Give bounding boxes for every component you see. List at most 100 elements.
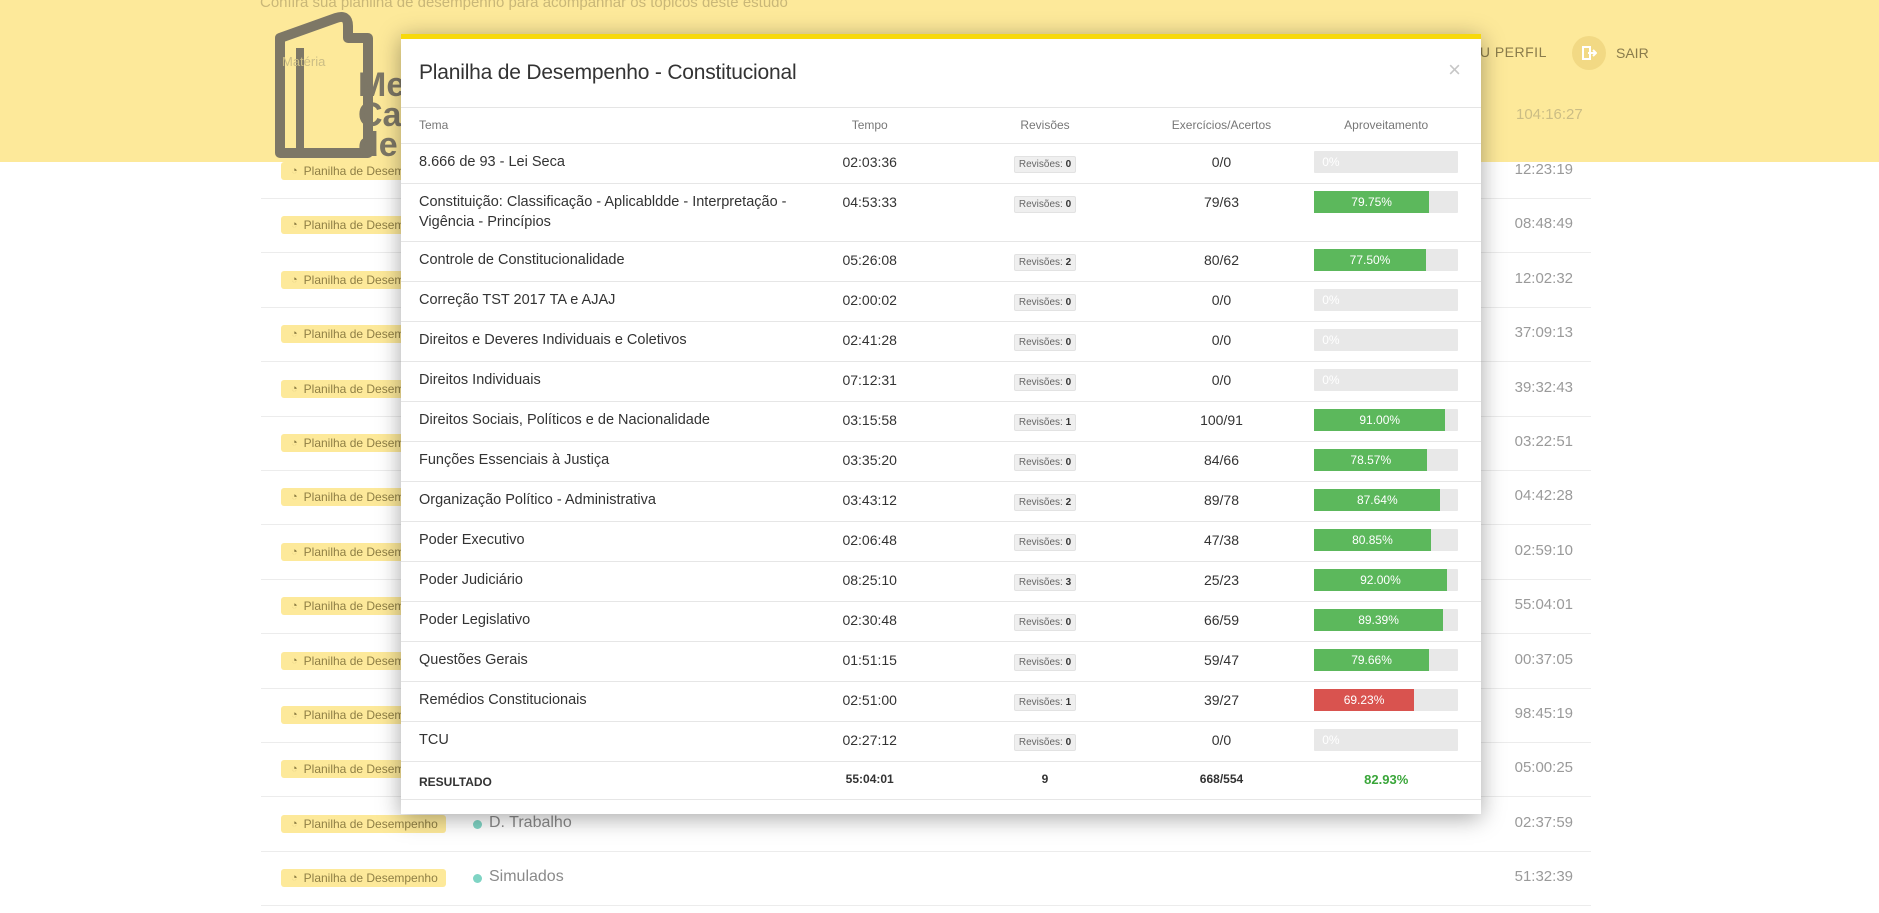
tema-cell: 8.666 de 93 - Lei Seca	[401, 143, 801, 184]
tempo-cell: 02:03:36	[800, 143, 939, 184]
revisoes-badge: Revisões: 1	[1013, 414, 1077, 431]
revisoes-count: 0	[1065, 537, 1072, 548]
revisoes-prefix: Revisões:	[1018, 417, 1063, 428]
subject-time: 12:23:19	[1514, 161, 1573, 178]
aproveitamento-cell: 91.00%	[1291, 401, 1481, 442]
table-row: Funções Essenciais à Justiça 03:35:20 Revi…	[401, 441, 1481, 482]
progress-bar-fill	[1314, 191, 1430, 213]
progress-bar: 89.39%	[1314, 609, 1459, 631]
table-header-row: Tema Tempo Revisões Exercícios/Acertos A…	[401, 107, 1481, 144]
subject-time: 02:59:10	[1514, 541, 1573, 559]
table-row: Direitos Sociais, Políticos e de Naciona…	[401, 401, 1481, 442]
progress-bar: 0%	[1314, 729, 1459, 751]
revisoes-badge: Revisões: 0	[1013, 454, 1077, 471]
revisoes-cell: Revisões: 0	[938, 521, 1152, 562]
close-icon[interactable]: ×	[1448, 57, 1461, 82]
revisoes-prefix: Revisões:	[1018, 577, 1063, 588]
list-item[interactable]: ◔ Planilha de Desempenho D. Trabalho 02:37:…	[261, 797, 1591, 852]
dashboard-icon: ◔	[291, 600, 298, 613]
revisoes-cell: Revisões: 1	[938, 401, 1152, 442]
tempo-cell: 02:00:02	[800, 281, 939, 322]
progress-bar: 79.66%	[1314, 649, 1459, 671]
revisoes-cell: Revisões: 2	[938, 481, 1152, 522]
subject-time: 51:32:39	[1514, 868, 1573, 886]
progress-bar-label: 0%	[1322, 733, 1340, 747]
subject-time: 03:22:51	[1514, 433, 1573, 450]
dashboard-icon: ◔	[291, 654, 298, 667]
subject-time: 98:45:19	[1514, 705, 1573, 722]
tema-cell: Organização Político - Administrativa	[401, 481, 801, 522]
subject-time: 55:04:01	[1514, 596, 1573, 614]
progress-bar: 78.57%	[1314, 449, 1459, 471]
total-tempo: 55:04:01	[800, 761, 939, 800]
revisoes-prefix: Revisões:	[1018, 199, 1063, 210]
header-aproveitamento: Aproveitamento	[1291, 107, 1481, 144]
exercicios-cell: 100/91	[1151, 401, 1292, 442]
tempo-cell: 04:53:33	[800, 183, 939, 242]
tempo-cell: 05:26:08	[800, 241, 939, 282]
revisoes-count: 0	[1065, 377, 1072, 388]
dashboard-icon: ◔	[291, 437, 298, 449]
planilha-badge[interactable]: ◔ Planilha de Desempenho	[281, 814, 446, 833]
revisoes-badge: Revisões: 0	[1013, 156, 1077, 173]
progress-bar: 92.00%	[1314, 569, 1459, 591]
aproveitamento-cell: 92.00%	[1291, 561, 1481, 602]
list-item[interactable]: ◔ Planilha de Desempenho Simulados 51:32:39	[261, 851, 1591, 907]
revisoes-cell: Revisões: 0	[938, 321, 1152, 362]
progress-bar-label: 0%	[1322, 373, 1340, 387]
exercicios-cell: 66/59	[1151, 601, 1292, 642]
tema-cell: Controle de Constitucionalidade	[401, 241, 801, 282]
planilha-badge-label: Planilha de Desempenho	[303, 816, 438, 831]
revisoes-prefix: Revisões:	[1018, 537, 1063, 548]
subject-time: 37:09:13	[1514, 324, 1573, 342]
revisoes-cell: Revisões: 0	[938, 441, 1152, 482]
table-row: Poder Executivo 02:06:48 Revisões: 0 47/38 8…	[401, 521, 1481, 562]
progress-bar: 91.00%	[1314, 409, 1459, 431]
tema-cell: Poder Judiciário	[401, 561, 801, 602]
tempo-cell: 02:06:48	[800, 521, 939, 562]
revisoes-cell: Revisões: 0	[938, 281, 1152, 322]
tema-cell: TCU	[401, 721, 801, 762]
nav-sair-link[interactable]: SAIR	[1572, 36, 1649, 70]
revisoes-badge: Revisões: 0	[1013, 734, 1077, 751]
tempo-cell: 07:12:31	[800, 361, 939, 402]
table-row: Poder Judiciário 08:25:10 Revisões: 3 25/23…	[401, 561, 1481, 602]
modal-header: Planilha de Desempenho - Constitucional …	[401, 39, 1481, 108]
exercicios-cell: 59/47	[1151, 641, 1292, 682]
revisoes-prefix: Revisões:	[1018, 737, 1063, 748]
exercicios-cell: 47/38	[1151, 521, 1292, 562]
sair-label: SAIR	[1616, 45, 1649, 61]
exercicios-cell: 0/0	[1151, 281, 1292, 322]
revisoes-count: 0	[1065, 199, 1072, 210]
progress-bar: 0%	[1314, 369, 1459, 391]
progress-bar-label: 91.00%	[1359, 413, 1401, 427]
table-row: Direitos e Deveres Individuais e Coletiv…	[401, 321, 1481, 362]
progress-bar-fill	[1314, 609, 1443, 631]
revisoes-count: 0	[1065, 617, 1072, 628]
revisoes-cell: Revisões: 0	[938, 143, 1152, 184]
subject-name: D. Trabalho	[489, 813, 572, 831]
nav-perfil-link[interactable]: EU PERFIL	[1470, 44, 1547, 60]
revisoes-cell: Revisões: 3	[938, 561, 1152, 602]
subject-time: 12:02:32	[1514, 269, 1573, 287]
revisoes-count: 0	[1065, 457, 1072, 468]
tema-cell: Remédios Constitucionais	[401, 681, 801, 722]
brand-line-2: Ca	[358, 96, 402, 134]
revisoes-badge: Revisões: 2	[1013, 254, 1077, 271]
header-revisoes: Revisões	[938, 107, 1152, 144]
planilha-badge[interactable]: ◔ Planilha de Desempenho	[281, 869, 446, 888]
dashboard-icon: ◔	[291, 219, 298, 232]
progress-bar-fill	[1314, 249, 1426, 271]
progress-bar: 0%	[1314, 151, 1459, 173]
exercicios-cell: 79/63	[1151, 183, 1292, 242]
progress-bar-label: 69.23%	[1343, 693, 1385, 707]
dashboard-icon: ◔	[291, 545, 298, 558]
subject-time: 00:37:05	[1514, 650, 1573, 668]
total-row: RESULTADO 55:04:01 9 668/554 82.93%	[401, 761, 1481, 800]
modal-title: Planilha de Desempenho - Constitucional	[419, 61, 797, 84]
table-row: Questões Gerais 01:51:15 Revisões: 0 59/47 7…	[401, 641, 1481, 682]
intro-text: Confira sua planilha de desempenho para …	[260, 0, 788, 11]
exercicios-cell: 89/78	[1151, 481, 1292, 522]
revisoes-cell: Revisões: 0	[938, 641, 1152, 682]
